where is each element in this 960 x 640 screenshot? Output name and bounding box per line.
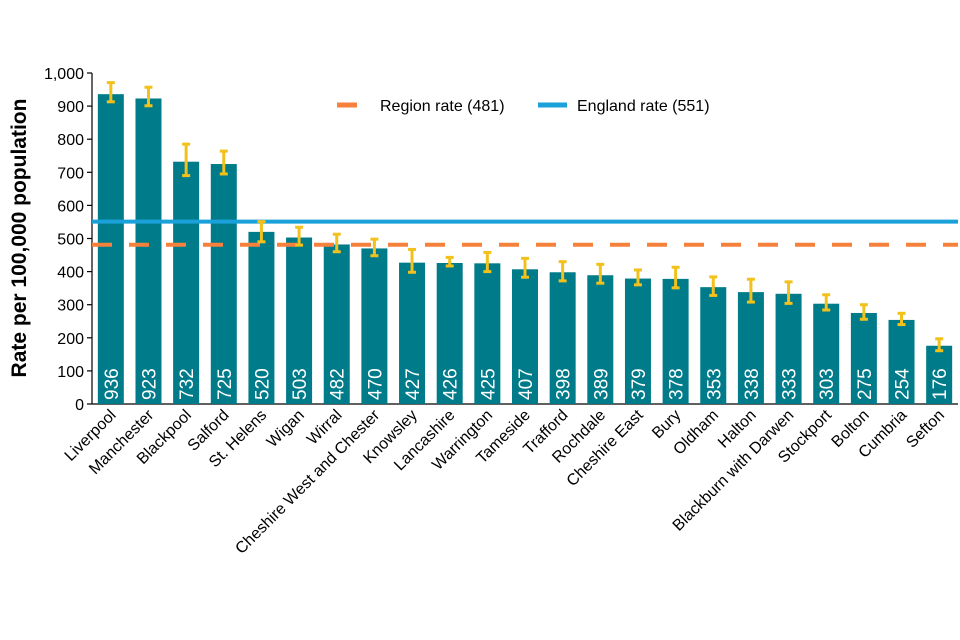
y-tick-label: 900 xyxy=(57,99,84,116)
bar-wirral xyxy=(323,244,350,404)
y-tick-label: 100 xyxy=(57,364,84,381)
value-label: 725 xyxy=(215,368,236,400)
bar-bolton xyxy=(850,312,877,404)
value-label: 426 xyxy=(441,368,462,400)
value-labels: 936 923 732 725 520 503 482 470 427 426 425 407 398 3… xyxy=(102,368,951,400)
bar-blackburn-with-darwen xyxy=(775,293,802,404)
legend: Region rate (481) England rate (551) xyxy=(337,98,710,115)
x-tick-label: Wigan xyxy=(264,407,308,451)
value-label: 353 xyxy=(704,368,725,400)
bar-manchester xyxy=(135,98,162,404)
legend-label-region: Region rate (481) xyxy=(380,98,505,115)
y-axis: 0 100 200 300 400 500 600 700 800 900 1,000 xyxy=(44,66,958,414)
bar-lancashire xyxy=(436,262,463,404)
bar-oldham xyxy=(700,287,727,404)
y-tick-label: 500 xyxy=(57,232,84,249)
bar-st-helens xyxy=(248,231,275,404)
bar-cheshire-east xyxy=(624,278,651,404)
value-label: 275 xyxy=(855,368,876,400)
value-label: 379 xyxy=(629,368,650,400)
bar-rochdale xyxy=(587,275,614,404)
value-label: 503 xyxy=(290,368,311,400)
bar-liverpool xyxy=(97,94,124,405)
value-label: 732 xyxy=(177,368,198,400)
y-tick-label: 800 xyxy=(57,132,84,149)
y-tick-label: 700 xyxy=(57,165,84,182)
value-label: 176 xyxy=(930,368,951,400)
y-tick-label: 400 xyxy=(57,265,84,282)
bar-cumbria xyxy=(888,319,915,404)
bar-stockport xyxy=(813,303,840,404)
y-tick-label: 200 xyxy=(57,331,84,348)
bar-blackpool xyxy=(173,161,200,404)
reference-lines xyxy=(92,219,958,247)
error-bars xyxy=(106,81,944,353)
bar-warrington xyxy=(474,263,501,404)
value-label: 520 xyxy=(252,368,273,400)
value-label: 333 xyxy=(780,368,801,400)
value-label: 389 xyxy=(591,368,612,400)
bar-trafford xyxy=(549,272,576,404)
y-tick-label: 600 xyxy=(57,198,84,215)
value-label: 303 xyxy=(817,368,838,400)
y-axis-title: Rate per 100,000 population xyxy=(8,99,31,378)
value-label: 425 xyxy=(478,368,499,400)
bars xyxy=(97,94,953,405)
y-tick-label: 0 xyxy=(75,397,84,414)
value-label: 470 xyxy=(365,368,386,400)
value-label: 398 xyxy=(554,368,575,400)
value-label: 427 xyxy=(403,368,424,400)
bar-sefton xyxy=(926,345,953,404)
value-label: 378 xyxy=(667,368,688,400)
bar-halton xyxy=(737,292,764,404)
value-label: 338 xyxy=(742,368,763,400)
bar-salford xyxy=(210,164,237,404)
bar-tameside xyxy=(512,269,538,404)
bar-bury xyxy=(662,278,689,404)
value-label: 936 xyxy=(102,368,123,400)
value-label: 923 xyxy=(139,368,160,400)
value-label: 482 xyxy=(328,368,349,400)
bar-wigan xyxy=(286,237,313,404)
x-tick-label: Sefton xyxy=(903,407,948,452)
bar-knowsley xyxy=(399,262,426,404)
value-label: 254 xyxy=(893,368,914,400)
y-tick-label: 1,000 xyxy=(44,66,84,83)
value-label: 407 xyxy=(516,368,537,400)
legend-label-england: England rate (551) xyxy=(577,98,710,115)
y-tick-label: 300 xyxy=(57,298,84,315)
bar-cheshire-west-and-chester xyxy=(361,248,388,404)
